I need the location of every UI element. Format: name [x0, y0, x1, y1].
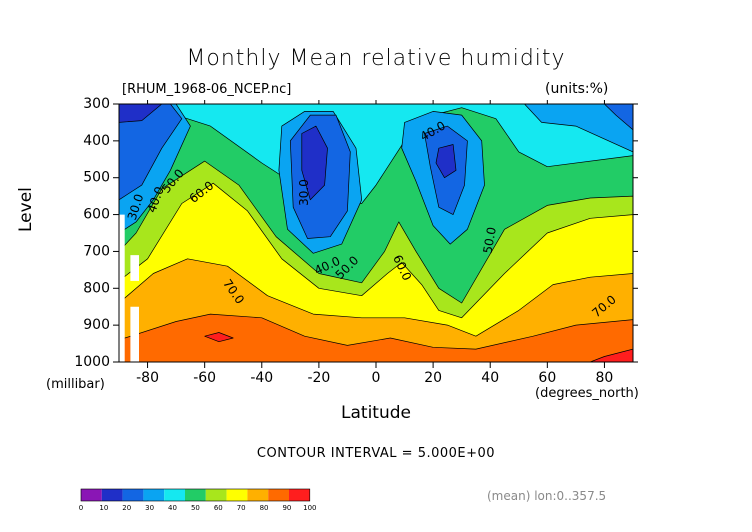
colorbar-label: 30 — [145, 504, 154, 512]
contour-fills — [119, 104, 633, 362]
y-tick-label: 800 — [83, 280, 110, 296]
colorbar-border — [80, 488, 311, 502]
y-axis-unit: (millibar) — [46, 377, 105, 392]
colorbar-label: 90 — [282, 504, 291, 512]
x-tick-label: 40 — [481, 370, 499, 386]
colorbar-swatch — [122, 489, 144, 501]
contour-band-20-30 — [604, 104, 633, 131]
y-axis: 300 400 500 600 700 800 900 1000 — [74, 96, 638, 370]
units-label: (units:%) — [545, 81, 609, 97]
contour-band-10-20 — [119, 104, 163, 123]
mean-note: (mean) lon:0..357.5 — [487, 489, 607, 503]
colorbar-swatch — [164, 489, 185, 501]
x-tick-label: 80 — [596, 370, 614, 386]
x-tick-label: 20 — [424, 370, 442, 386]
colorbar-swatch — [226, 489, 248, 501]
contour-band-10-20 — [435, 144, 457, 179]
contour-label: 30.0 — [297, 179, 311, 206]
colorbar-label: 50 — [191, 504, 200, 512]
contour-band-90-100 — [204, 332, 234, 343]
y-tick-label: 500 — [83, 170, 110, 186]
chart-title: Monthly Mean relative humidity — [186, 46, 566, 71]
file-label: [RHUM_1968-06_NCEP.nc] — [122, 82, 292, 97]
colorbar-swatch — [101, 489, 123, 501]
y-tick-label: 700 — [83, 243, 110, 259]
x-axis-unit: (degrees_north) — [535, 386, 639, 401]
colorbar-swatch — [185, 489, 206, 501]
colorbar-swatch — [81, 489, 102, 501]
colorbar-label: 40 — [168, 504, 177, 512]
colorbar-label: 10 — [99, 504, 108, 512]
colorbar-swatch — [143, 489, 165, 501]
contour-band-90-100 — [119, 313, 633, 362]
x-axis-title: Latitude — [341, 403, 411, 423]
colorbar-label: 80 — [260, 504, 269, 512]
missing-data-patch — [130, 255, 139, 281]
colorbar-label: 0 — [79, 504, 83, 512]
colorbar-swatch — [205, 489, 227, 501]
contour-band-90-100 — [589, 348, 633, 362]
contour-band-20-30 — [119, 104, 183, 201]
contour-band-30-40 — [524, 104, 633, 153]
colorbar-label: 70 — [237, 504, 246, 512]
y-tick-label: 600 — [83, 207, 110, 223]
colorbar-legend: 0 10 20 30 40 50 60 70 80 90 100 — [79, 488, 316, 512]
x-tick-label: 60 — [538, 370, 556, 386]
y-tick-label: 300 — [83, 96, 110, 112]
missing-data-patch — [119, 214, 125, 362]
colorbar-swatch — [289, 489, 310, 501]
colorbar-label: 60 — [214, 504, 223, 512]
y-tick-label: 400 — [83, 133, 110, 149]
y-tick-label: 1000 — [74, 354, 110, 370]
x-tick-label: -40 — [250, 370, 273, 386]
x-tick-label: -80 — [136, 370, 159, 386]
contour-label: 50.0 — [480, 226, 498, 255]
missing-data-patch — [130, 306, 139, 362]
contour-band-10-20 — [301, 125, 328, 201]
missing-data-layer — [119, 214, 139, 362]
x-tick-label: -20 — [307, 370, 330, 386]
colorbar-swatch — [247, 489, 269, 501]
contour-interval-label: CONTOUR INTERVAL = 5.000E+00 — [256, 446, 496, 461]
x-tick-label: 0 — [372, 370, 381, 386]
x-tick-label: -60 — [193, 370, 216, 386]
colorbar-label: 100 — [303, 504, 316, 512]
contour-fill-layer — [119, 104, 633, 362]
x-axis: -80 -60 -40 -20 0 20 40 60 80 — [136, 100, 613, 386]
colorbar-label: 20 — [122, 504, 131, 512]
colorbar-swatch — [268, 489, 289, 501]
y-tick-label: 900 — [83, 317, 110, 333]
